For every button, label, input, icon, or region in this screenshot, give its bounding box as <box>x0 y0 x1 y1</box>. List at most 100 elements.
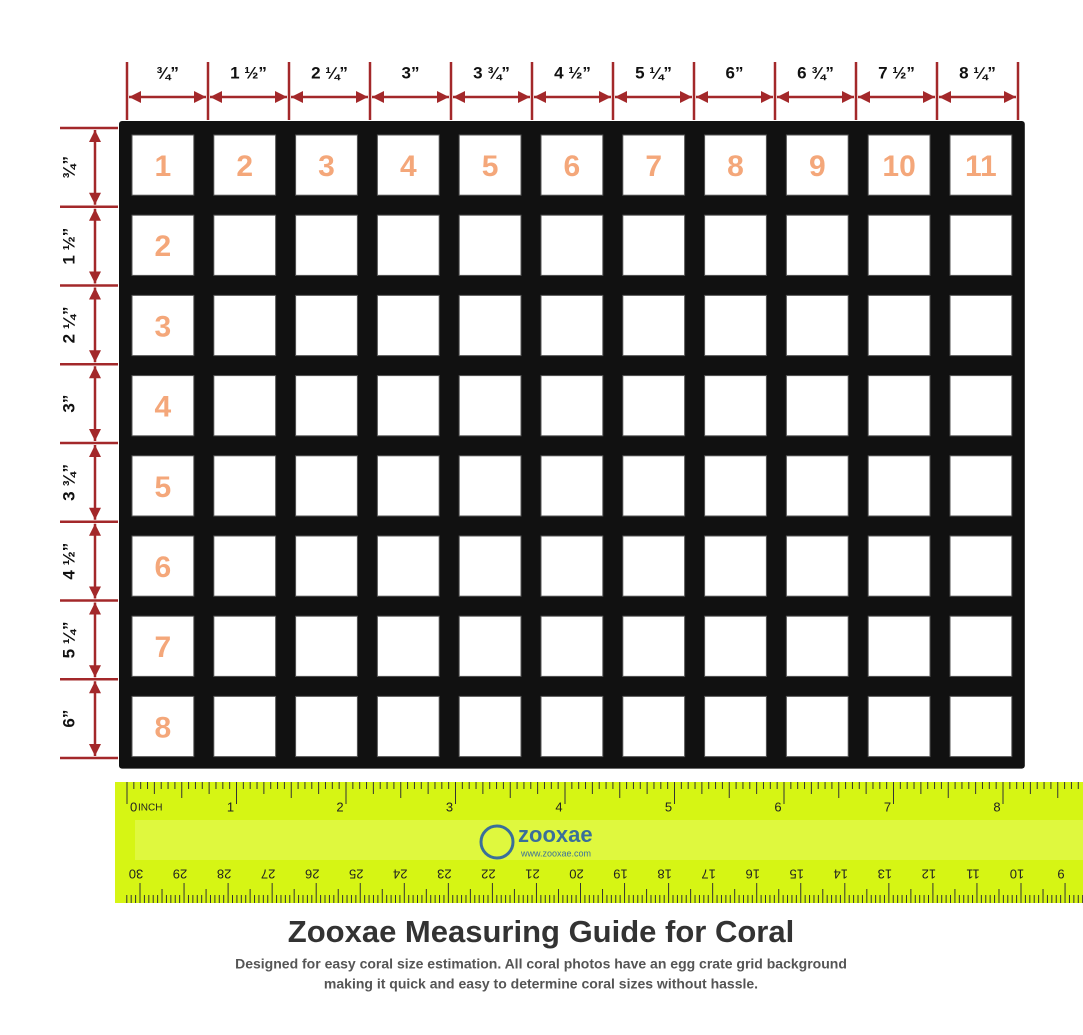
grid-cell <box>704 375 767 437</box>
inch-label: 7 <box>884 799 891 814</box>
grid-cell <box>540 294 604 357</box>
inch-label: 0 <box>130 799 137 814</box>
grid-cell <box>704 134 767 196</box>
cm-label: 23 <box>437 867 451 882</box>
inch-label: 6 <box>774 799 781 814</box>
arrow-head <box>89 130 101 142</box>
grid-cell <box>213 375 277 437</box>
grid-cell <box>213 294 277 357</box>
grid-cell <box>949 695 1013 758</box>
row-label: ¾” <box>59 156 78 179</box>
arrow-head <box>89 192 101 205</box>
arrow-head <box>939 91 951 103</box>
arrow-head <box>615 91 627 103</box>
inch-label: 4 <box>555 799 562 814</box>
grid-cell <box>949 535 1013 597</box>
arrow-head <box>777 91 789 103</box>
cell-number: 7 <box>645 150 662 183</box>
cm-label: 13 <box>878 867 892 882</box>
grid-cell <box>704 535 767 597</box>
arrow-head <box>194 91 206 103</box>
arrow-head <box>89 507 101 520</box>
grid-cell <box>213 615 277 677</box>
arrow-head <box>518 91 530 103</box>
logo-name: zooxae <box>518 822 593 847</box>
cm-label: 25 <box>349 867 363 882</box>
grid-cell <box>785 294 849 357</box>
grid-cell <box>540 695 604 758</box>
grid-cell <box>704 214 767 276</box>
cm-label: 26 <box>305 867 319 882</box>
cell-number: 7 <box>155 631 172 664</box>
arrow-head <box>89 271 101 284</box>
grid-cell <box>458 535 522 597</box>
grid-cell <box>213 535 277 597</box>
description-line: Designed for easy coral size estimation.… <box>235 956 847 972</box>
grid-cell <box>622 294 686 357</box>
grid-cell <box>376 695 440 758</box>
column-label: 8 ¼” <box>959 63 996 82</box>
inch-label: 2 <box>336 799 343 814</box>
cm-label: 15 <box>790 867 804 882</box>
arrow-head <box>89 350 101 363</box>
grid-cell <box>622 375 686 437</box>
grid-cell <box>785 615 849 677</box>
column-label: 3 ¾” <box>473 63 510 82</box>
description-line: making it quick and easy to determine co… <box>324 976 758 992</box>
grid-cell <box>785 214 849 276</box>
grid-cell <box>785 375 849 437</box>
logo-url: www.zooxae.com <box>520 848 591 858</box>
grid-cell <box>458 695 522 758</box>
grid-cell <box>867 695 931 758</box>
grid-cell <box>949 375 1013 437</box>
cell-number: 3 <box>318 150 335 183</box>
grid-cell <box>949 615 1013 677</box>
grid-cell <box>867 134 931 196</box>
column-label: 6” <box>726 63 744 82</box>
arrow-head <box>89 366 101 379</box>
arrow-head <box>372 91 384 103</box>
cell-number: 9 <box>809 150 826 183</box>
cm-label: 30 <box>129 867 143 882</box>
cm-label: 28 <box>217 867 231 882</box>
cm-label: 14 <box>834 867 848 882</box>
arrow-head <box>858 91 870 103</box>
grid-cell <box>540 615 604 677</box>
row-label: 4 ½” <box>59 543 78 580</box>
grid-cell <box>704 455 767 517</box>
cm-label: 19 <box>613 867 627 882</box>
arrow-head <box>923 91 935 103</box>
grid-cell <box>867 294 931 357</box>
arrow-head <box>680 91 692 103</box>
grid-cell <box>622 134 686 196</box>
egg-crate <box>119 121 1025 769</box>
cell-number: 4 <box>400 150 417 183</box>
grid-cell <box>622 695 686 758</box>
grid-cell <box>867 535 931 597</box>
ruler-stripe <box>135 820 1083 860</box>
grid-cell <box>376 294 440 357</box>
grid-cell <box>785 535 849 597</box>
column-label: 7 ½” <box>878 63 915 82</box>
grid-cell <box>867 375 931 437</box>
grid-cell <box>376 615 440 677</box>
cm-label: 20 <box>569 867 583 882</box>
grid-cell <box>458 615 522 677</box>
cm-label: 10 <box>1010 867 1024 882</box>
column-label: 2 ¼” <box>311 63 348 82</box>
grid-cell <box>949 134 1013 196</box>
arrow-head <box>129 91 141 103</box>
arrow-head <box>89 744 101 756</box>
grid-cell <box>295 455 358 517</box>
grid-cell <box>867 615 931 677</box>
grid-cell <box>785 455 849 517</box>
grid-cell <box>949 214 1013 276</box>
title: Zooxae Measuring Guide for Coral <box>288 914 794 949</box>
cm-label: 11 <box>966 867 980 882</box>
grid-cell <box>785 134 849 196</box>
logo-mark <box>479 824 515 860</box>
grid-cell <box>867 214 931 276</box>
arrow-head <box>356 91 368 103</box>
cm-label: 18 <box>657 867 671 882</box>
